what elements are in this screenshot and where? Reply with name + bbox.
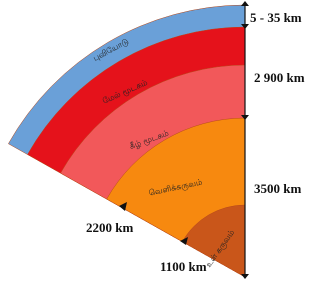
depth-mantle: 2 900 km xyxy=(254,70,305,85)
earth-layers-diagram: 5 - 35 km 2 900 km 3500 km 2200 km 1100 … xyxy=(0,0,317,287)
depth-outer-core: 3500 km xyxy=(254,181,301,196)
depth-crust: 5 - 35 km xyxy=(250,10,302,25)
depth-outer-core-left: 2200 km xyxy=(86,220,133,235)
depth-inner-core: 1100 km xyxy=(160,259,207,274)
